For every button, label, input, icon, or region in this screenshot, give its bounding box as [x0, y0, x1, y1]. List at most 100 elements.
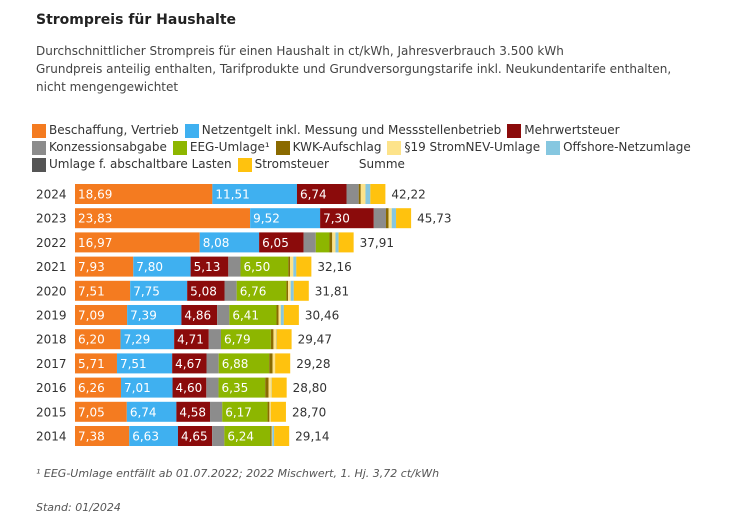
bar-segment [75, 280, 131, 301]
bar-segment [296, 256, 312, 277]
legend-item: §19 StromNEV-Umlage [387, 139, 540, 156]
bar-segment [275, 353, 291, 374]
bar-segment [129, 426, 178, 446]
value-label: 6,74 [130, 405, 157, 419]
bar-segment [172, 377, 207, 398]
bar-segment [224, 426, 271, 446]
bar-segment [276, 305, 279, 325]
bar-segment [208, 329, 221, 350]
bar-segment [385, 208, 389, 229]
legend-swatch [387, 140, 402, 155]
total-label: 30,46 [305, 309, 339, 323]
bar-segment [116, 353, 173, 374]
value-label: 6,35 [222, 381, 249, 395]
legend-label: §19 StromNEV-Umlage [404, 140, 541, 154]
legend-label: Beschaffung, Vertrieb [49, 123, 179, 137]
value-label: 7,29 [124, 333, 151, 347]
value-label: 7,09 [78, 309, 105, 323]
bar-segment [212, 426, 225, 446]
bar-segment [270, 401, 286, 422]
legend-label: Konzessionsabgabe [49, 140, 167, 154]
bar-segment [267, 401, 270, 422]
bar-segment [286, 280, 289, 301]
value-label: 5,71 [78, 357, 105, 371]
bar-segment [236, 280, 287, 301]
legend-item: Stromsteuer [237, 156, 329, 173]
legend-item: Beschaffung, Vertrieb [32, 122, 179, 139]
bar-segment [130, 280, 188, 301]
value-label: 4,86 [184, 309, 211, 323]
subtitle-line: Grundpreis anteilig enthalten, Tarifprod… [36, 62, 672, 94]
bar-segment [75, 256, 134, 277]
bar-segment [120, 329, 175, 350]
bar-segment [121, 377, 173, 398]
chart: 2024 18,69 11,51 6,74 42,22 2023 23,83 9,52 7,30… [36, 184, 451, 446]
legend-swatch [172, 140, 187, 155]
subtitle-line: Durchschnittlicher Strompreis für einen … [36, 44, 564, 58]
legend-swatch [237, 157, 252, 172]
value-label: 7,01 [124, 381, 151, 395]
value-label: 18,69 [78, 188, 112, 202]
value-label: 6,41 [232, 309, 259, 323]
bar-segment [290, 256, 294, 277]
bar-segment [391, 208, 397, 229]
value-label: 4,60 [176, 381, 203, 395]
legend-item: Konzessionsabgabe [32, 139, 167, 156]
bar-segment [365, 184, 371, 204]
bar-segment [296, 184, 347, 204]
y-tick-label: 2019 [36, 309, 67, 323]
value-label: 6,50 [244, 260, 271, 274]
legend: Beschaffung, Vertrieb Netzentgelt inkl. M… [32, 122, 742, 173]
value-label: 6,63 [132, 430, 159, 444]
bar-segment [177, 426, 213, 446]
bar-segment [217, 305, 230, 325]
value-label: 4,58 [179, 405, 206, 419]
bar-segment [210, 401, 223, 422]
value-label: 23,83 [78, 212, 112, 226]
value-label: 9,52 [253, 212, 280, 226]
value-label: 7,39 [130, 309, 157, 323]
total-label: 29,28 [296, 357, 330, 371]
y-tick-label: 2016 [36, 381, 67, 395]
value-label: 5,13 [194, 260, 221, 274]
y-tick-label: 2020 [36, 284, 67, 298]
bar-segment [396, 208, 412, 229]
bar-segment [269, 401, 271, 422]
bar-segment [265, 377, 269, 398]
bar-segment [270, 329, 274, 350]
subtitle: Durchschnittlicher Strompreis für einen … [36, 42, 676, 96]
bar-segment [181, 305, 218, 325]
bar-segment [329, 232, 333, 253]
bar-segment [206, 377, 219, 398]
bar-segment [218, 377, 266, 398]
bar-segment [259, 232, 304, 253]
bar-segment [293, 280, 309, 301]
legend-item: Summe [359, 156, 405, 173]
total-label: 29,47 [298, 333, 332, 347]
y-tick-label: 2014 [36, 430, 67, 444]
value-label: 6,79 [224, 333, 251, 347]
legend-label: Netzentgelt inkl. Messung und Messstelle… [201, 123, 502, 137]
legend-label: KWK-Aufschlag [292, 140, 382, 154]
value-label: 6,26 [78, 381, 105, 395]
legend-item: Offshore-Netzumlage [546, 139, 691, 156]
bar-segment [388, 208, 392, 229]
legend-swatch [507, 123, 522, 138]
bar-segment [273, 329, 277, 350]
footnote: ¹ EEG-Umlage entfällt ab 01.07.2022; 202… [36, 467, 440, 480]
bar-segment [338, 232, 354, 253]
bar-segment [268, 377, 272, 398]
bar-segment [75, 353, 117, 374]
bar-segment [133, 256, 191, 277]
value-label: 11,51 [215, 188, 249, 202]
bar-segment [172, 353, 207, 374]
total-label: 31,81 [315, 284, 349, 298]
bar-segment [346, 184, 359, 204]
y-tick-label: 2015 [36, 405, 67, 419]
bar-segment [290, 280, 294, 301]
bar-segment [224, 280, 237, 301]
bar-segment [176, 401, 211, 422]
legend-swatch [275, 140, 290, 155]
total-label: 28,80 [293, 381, 327, 395]
